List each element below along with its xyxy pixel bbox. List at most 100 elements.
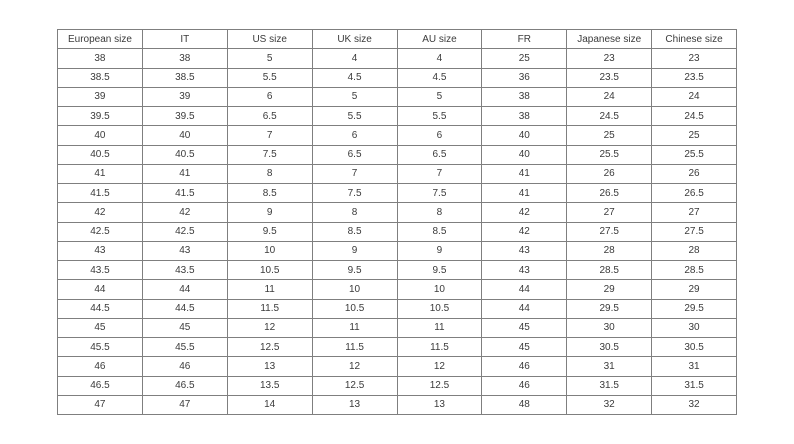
header-row: European size IT US size UK size AU size FR Ja… [57,28,737,50]
table-cell: 6 [226,86,313,108]
table-cell: 24.5 [651,105,737,127]
table-cell: 41 [141,163,228,185]
table-cell: 45 [141,317,228,339]
table-cell: 23.5 [651,67,737,88]
table-cell: 42.5 [141,221,228,242]
table-cell: 47 [57,394,143,416]
table-body: 38 38 5 4 4 25 23 23 38.5 38.5 5.5 4.5 4.5 36 23.5 23.5… [57,48,737,416]
table-cell: 39.5 [57,105,143,127]
table-cell: 31 [651,356,737,377]
table-cell: 6 [396,125,483,146]
table-cell: 39 [141,86,228,108]
table-cell: 25.5 [566,144,653,165]
table-row: 44.5 44.5 11.5 10.5 10.5 44 29.5 29.5 [57,298,737,319]
table-header: European size IT US size UK size AU size FR Ja… [57,28,737,50]
table-cell: 40.5 [141,144,228,165]
column-header-fr: FR [481,28,568,50]
table-row: 39 39 6 5 5 38 24 24 [57,86,737,108]
table-cell: 4 [311,48,398,69]
table-cell: 45 [481,317,568,339]
table-cell: 6 [311,125,398,146]
table-cell: 9 [226,202,313,223]
table-row: 38 38 5 4 4 25 23 23 [57,48,737,69]
table-cell: 5 [311,86,398,108]
table-cell: 46 [481,356,568,377]
table-row: 40 40 7 6 6 40 25 25 [57,125,737,146]
table-cell: 43.5 [57,259,143,281]
table-cell: 31.5 [651,375,737,396]
table-cell: 39.5 [141,105,228,127]
table-row: 46.5 46.5 13.5 12.5 12.5 46 31.5 31.5 [57,375,737,396]
table-cell: 43 [141,240,228,262]
table-cell: 43 [57,240,143,262]
table-cell: 31 [566,356,653,377]
table-cell: 38.5 [141,67,228,88]
table-cell: 38 [481,86,568,108]
table-cell: 12.5 [311,375,398,396]
table-cell: 39 [57,86,143,108]
table-cell: 8.5 [311,221,398,242]
table-cell: 11 [226,279,313,300]
table-cell: 25 [566,125,653,146]
table-cell: 10 [311,279,398,300]
table-cell: 46.5 [141,375,228,396]
table-cell: 14 [226,394,313,416]
table-cell: 6.5 [226,105,313,127]
table-row: 45 45 12 11 11 45 30 30 [57,317,737,339]
table-cell: 42.5 [57,221,143,242]
table-cell: 42 [481,202,568,223]
table-cell: 7.5 [311,182,398,204]
table-cell: 8 [311,202,398,223]
table-cell: 12 [226,317,313,339]
table-cell: 8.5 [226,182,313,204]
table-row: 43.5 43.5 10.5 9.5 9.5 43 28.5 28.5 [57,259,737,281]
table-cell: 23 [651,48,737,69]
table-cell: 13 [226,356,313,377]
table-row: 41 41 8 7 7 41 26 26 [57,163,737,185]
table-cell: 38 [481,105,568,127]
table-cell: 9 [396,240,483,262]
table-cell: 40 [481,144,568,165]
table-cell: 44 [481,279,568,300]
table-cell: 9.5 [311,259,398,281]
table-cell: 10.5 [311,298,398,319]
column-header-chinese-size: Chinese size [651,28,737,50]
table-cell: 7.5 [396,182,483,204]
table-cell: 6.5 [396,144,483,165]
table-cell: 41 [481,163,568,185]
table-cell: 40 [57,125,143,146]
table-cell: 36 [481,67,568,88]
table-cell: 24 [566,86,653,108]
table-cell: 10 [396,279,483,300]
table-cell: 45 [57,317,143,339]
table-cell: 4.5 [311,67,398,88]
table-cell: 42 [57,202,143,223]
table-cell: 41.5 [141,182,228,204]
table-cell: 11 [311,317,398,339]
table-cell: 41 [481,182,568,204]
table-row: 46 46 13 12 12 46 31 31 [57,356,737,377]
table-cell: 26 [566,163,653,185]
table-cell: 47 [141,394,228,416]
table-cell: 26.5 [651,182,737,204]
table-row: 39.5 39.5 6.5 5.5 5.5 38 24.5 24.5 [57,105,737,127]
table-cell: 28 [566,240,653,262]
table-cell: 25.5 [651,144,737,165]
table-cell: 4 [396,48,483,69]
table-cell: 5.5 [396,105,483,127]
table-cell: 26 [651,163,737,185]
table-cell: 30.5 [651,336,737,358]
table-cell: 45.5 [57,336,143,358]
table-cell: 23.5 [566,67,653,88]
table-cell: 42 [481,221,568,242]
table-row: 41.5 41.5 8.5 7.5 7.5 41 26.5 26.5 [57,182,737,204]
table-cell: 10.5 [396,298,483,319]
table-row: 38.5 38.5 5.5 4.5 4.5 36 23.5 23.5 [57,67,737,88]
table-cell: 24 [651,86,737,108]
table-cell: 32 [566,394,653,416]
table-row: 42.5 42.5 9.5 8.5 8.5 42 27.5 27.5 [57,221,737,242]
table-row: 43 43 10 9 9 43 28 28 [57,240,737,262]
table-cell: 44.5 [57,298,143,319]
table-cell: 38 [57,48,143,69]
table-cell: 26.5 [566,182,653,204]
